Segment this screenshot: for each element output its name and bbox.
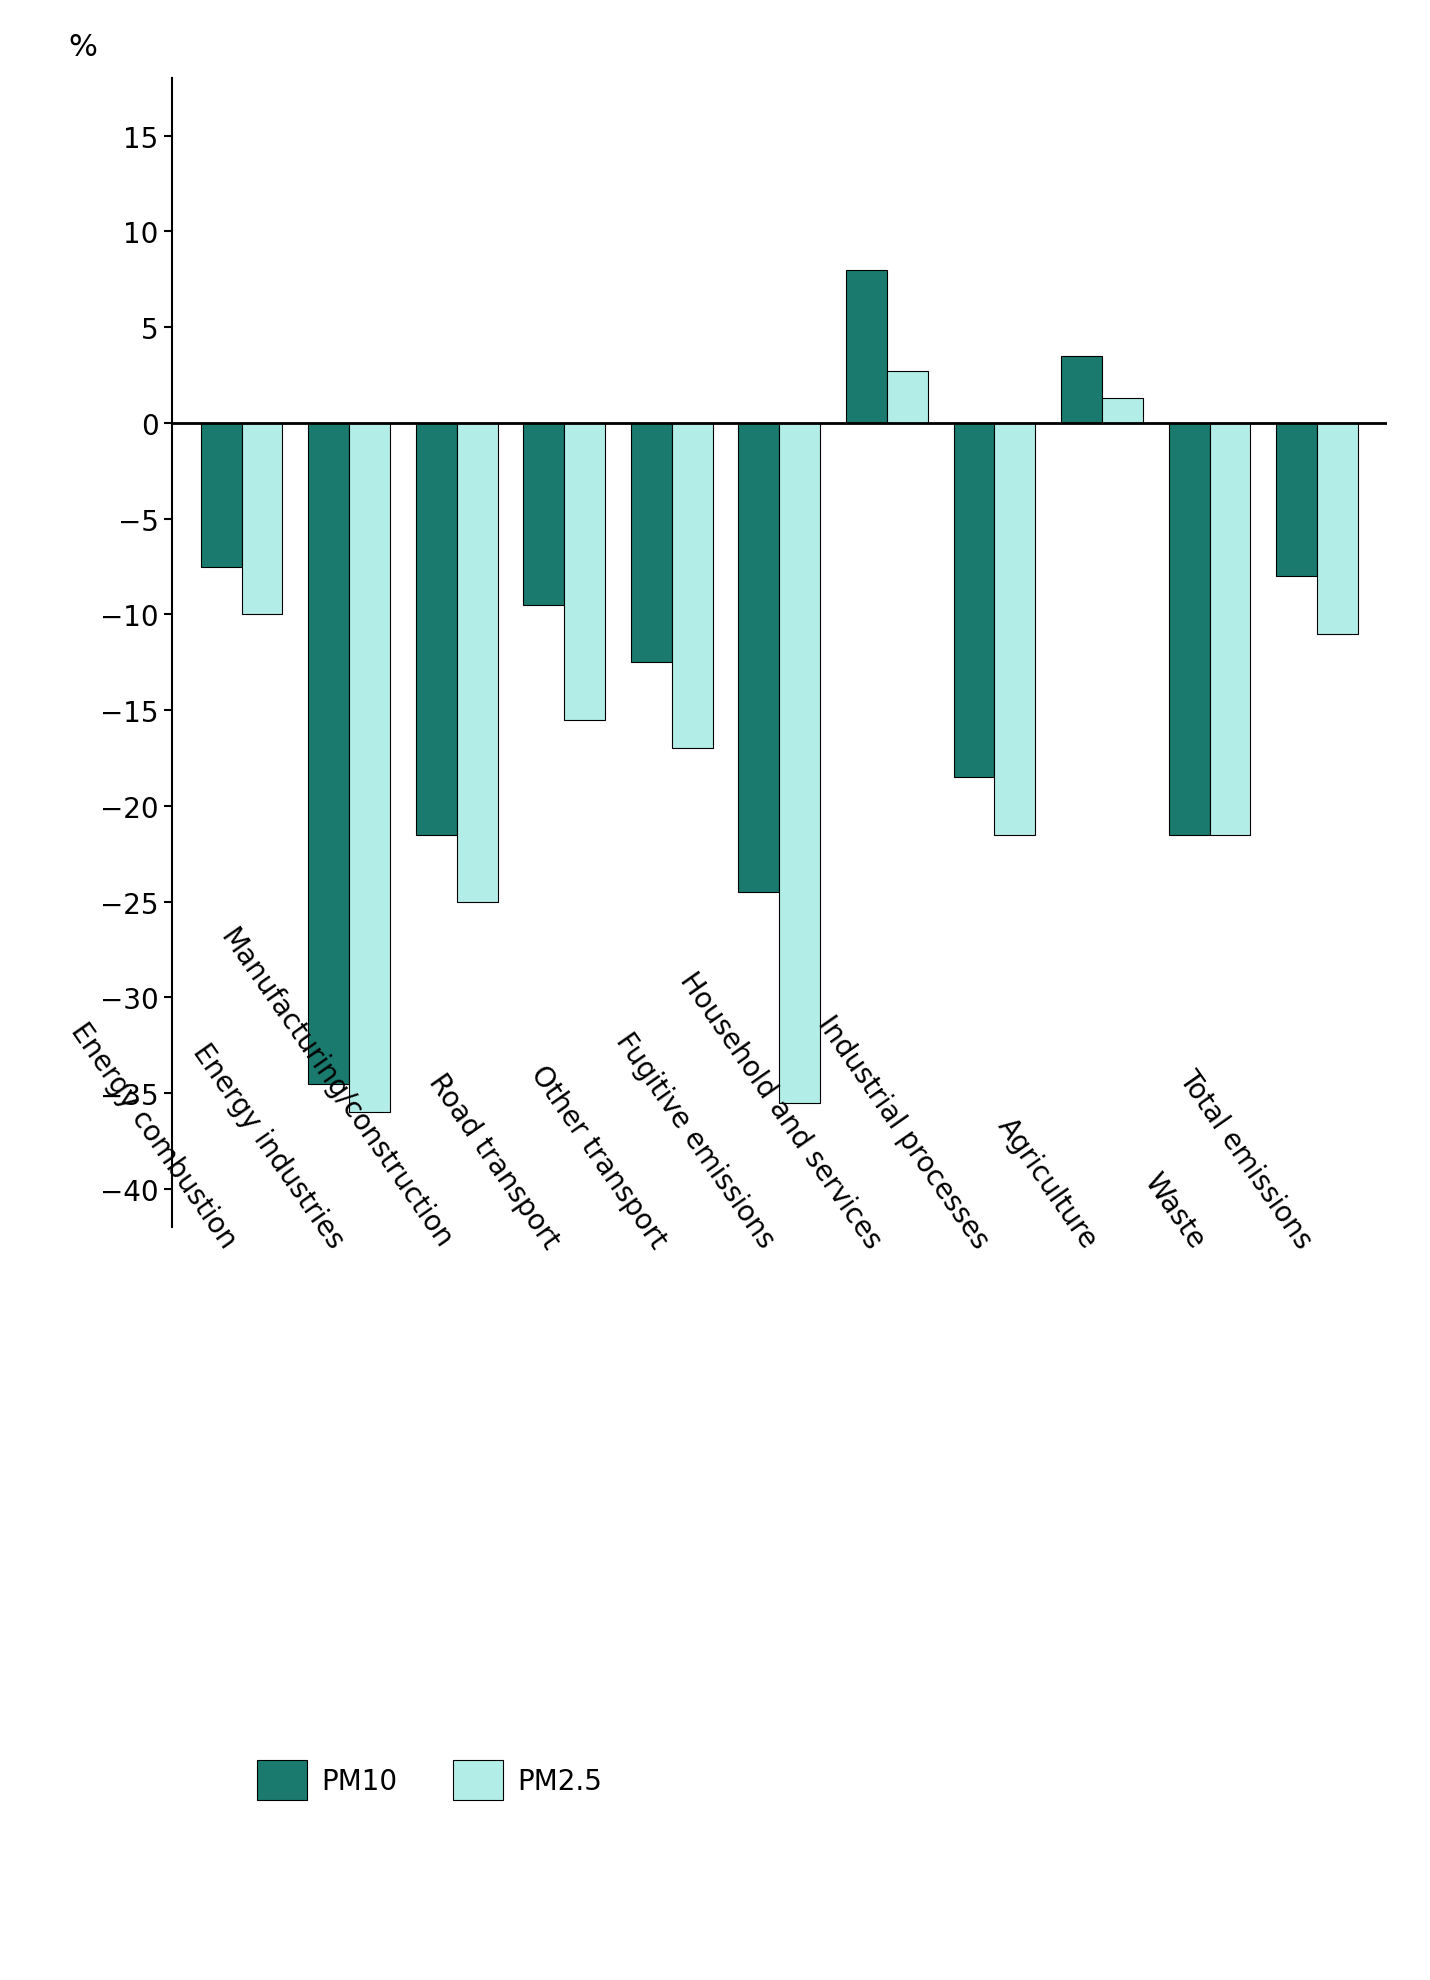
Legend: PM10, PM2.5: PM10, PM2.5: [246, 1750, 613, 1812]
Bar: [887, 372, 928, 424]
Bar: [523, 424, 565, 606]
Bar: [994, 424, 1035, 836]
Bar: [309, 424, 349, 1083]
Bar: [349, 424, 390, 1113]
Bar: [456, 424, 498, 903]
Bar: [242, 424, 282, 616]
Bar: [1103, 398, 1143, 424]
Bar: [631, 424, 672, 663]
Bar: [954, 424, 994, 778]
Bar: [1168, 424, 1210, 836]
Bar: [565, 424, 605, 721]
Bar: [1317, 424, 1358, 634]
Bar: [416, 424, 456, 836]
Bar: [847, 271, 887, 424]
Bar: [1277, 424, 1317, 576]
Bar: [200, 424, 242, 566]
Bar: [1210, 424, 1250, 836]
Text: %: %: [69, 34, 97, 61]
Bar: [672, 424, 712, 748]
Bar: [779, 424, 821, 1103]
Bar: [1061, 356, 1103, 424]
Bar: [738, 424, 779, 893]
